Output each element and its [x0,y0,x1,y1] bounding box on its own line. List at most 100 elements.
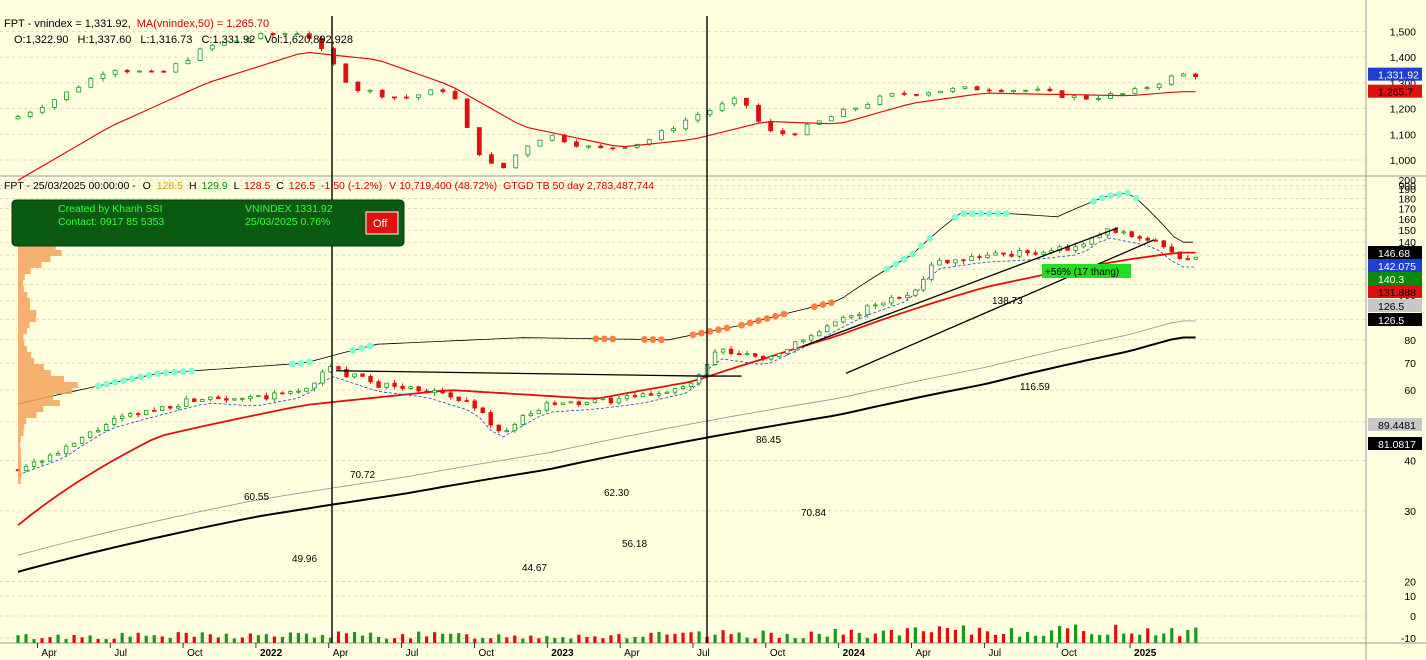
main-header-open: 128.5 [157,180,183,192]
candle-body [464,400,469,402]
candle-body [1156,83,1162,89]
volume-bar [1194,627,1198,643]
candle-body [111,418,117,425]
candle-body [1144,87,1150,90]
candle-body [161,70,167,73]
main-header-open-label: O [143,180,151,192]
candle-body [937,259,942,266]
off-button[interactable] [365,211,399,235]
price-tag-label: 140.3 [1378,274,1404,286]
candle-body [695,114,701,121]
x-tick-label: 2023 [551,648,574,659]
volume-bar [945,627,950,643]
x-tick-label: Jul [988,648,1001,659]
candle-body [586,145,591,148]
candle-body [857,314,862,317]
candle-body [528,413,533,416]
candle-body [926,92,931,96]
annotation-116-59: 116.59 [1020,382,1050,393]
candle-body [817,331,822,337]
volume-bar [1130,633,1134,643]
volume-profile-bar [18,352,32,359]
price-tag-label: 1,331.92 [1378,70,1419,82]
y-tick-label: 10 [1404,591,1416,603]
rs-dot [1115,190,1123,198]
candle-body [306,33,312,39]
candle-body [825,325,830,333]
annotation-70-72: 70.72 [350,470,375,481]
candle-body [648,393,654,396]
ma50-line [17,51,1196,181]
volume-bar [497,634,501,643]
volume-profile-bar [18,310,37,317]
main-header-high-label: H [189,180,197,192]
volume-profile-bar [18,388,73,395]
candle-body [246,38,252,42]
price-tag [1368,272,1422,285]
rs-dot [162,369,170,377]
rs-dot [772,312,779,320]
x-tick-label: 2022 [260,648,283,659]
rs-dot [755,317,762,325]
candle-body [865,305,870,316]
candle-body [520,415,525,425]
candle-body [496,424,501,432]
candle-body [962,86,968,89]
rs-dot [179,368,187,376]
candle-body [696,374,702,384]
candle-body [881,302,886,306]
volume-profile-bar [18,358,35,365]
candle-body [707,110,713,116]
rs-dot [349,346,357,354]
volume-bar [617,634,621,643]
top-header-close: C:1,331.92 [201,34,255,46]
rs-dot [1132,194,1140,202]
y-tick-label: 200 [1398,175,1416,187]
candle-body [950,87,956,92]
trend-lines [336,227,1155,377]
candle-body [416,94,422,98]
rs-dots [94,189,1140,390]
price-tag [1368,259,1422,272]
rs-dot [960,210,968,217]
volume-bar [1074,624,1078,643]
candle-body [39,106,45,113]
volume-bar [465,634,469,643]
volume-profile [18,213,78,485]
candle-body [1129,231,1134,238]
volume-bar [473,638,477,643]
candle-body [985,254,990,259]
candle-body [640,393,646,398]
volume-bar [737,632,741,643]
volume-bar [729,634,733,643]
x-tick-label: Oct [770,648,786,659]
candle-body [1081,243,1086,248]
volume-profile-bar [18,442,21,449]
candle-body [1025,250,1030,254]
volume-bar [521,638,525,643]
price-tag [1368,313,1422,326]
candle-body [1168,75,1174,85]
y-tick-label: 1,500 [1390,26,1416,38]
volume-bar [905,628,909,643]
volume-bar [1082,631,1086,643]
volume-profile-bar [18,370,51,377]
volume-bar [56,634,60,643]
volume-bar [913,627,917,643]
candle-body [112,69,118,75]
rs-dot [111,378,119,386]
y-tick-label: -10 [1401,633,1416,645]
trend-line [845,239,1155,374]
candle-body [127,413,133,417]
x-tick-label: Jul [697,648,710,659]
volume-bar [240,637,244,643]
price-tag-label: 126.5 [1378,301,1404,313]
candle-body [877,95,883,105]
ma50-line [17,251,1196,526]
rs-dot [154,370,162,378]
volume-bar [785,633,789,643]
rs-dot [288,360,296,368]
x-tick-label: Apr [624,648,640,659]
candle-body [1047,88,1053,92]
candle-body [784,349,790,354]
